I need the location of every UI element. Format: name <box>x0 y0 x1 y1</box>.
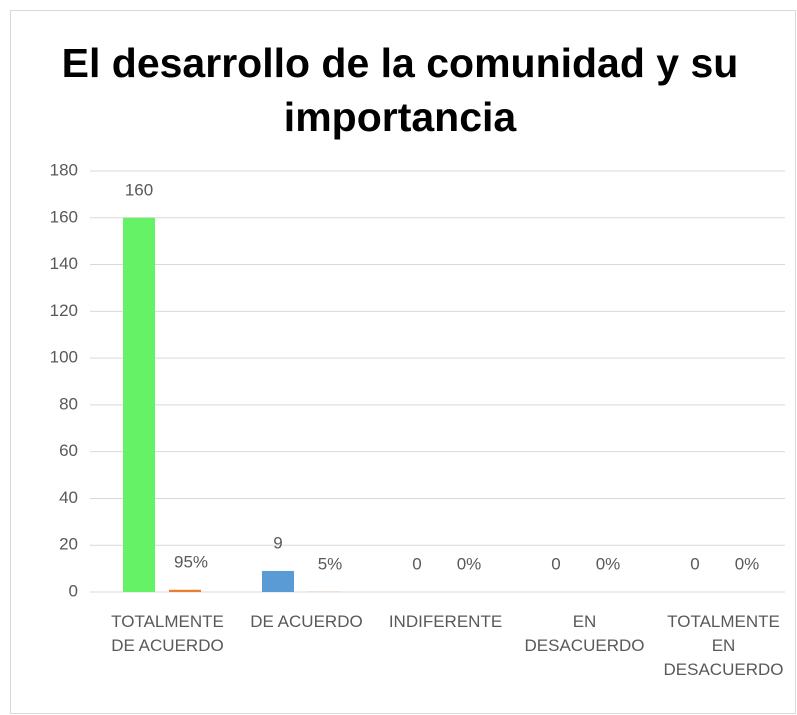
y-tick-label: 20 <box>59 535 78 554</box>
data-label: 9 <box>273 533 282 552</box>
y-tick-label: 100 <box>50 348 78 367</box>
x-tick-label: DE ACUERDO <box>250 612 363 631</box>
y-tick-label: 40 <box>59 488 78 507</box>
chart-frame <box>10 10 796 714</box>
y-tick-label: 0 <box>69 581 78 600</box>
data-label: 0% <box>735 554 760 573</box>
y-tick-label: 180 <box>50 160 78 179</box>
x-tick-label: TOTALMENTE DE ACUERDO <box>111 612 224 655</box>
data-label: 95% <box>174 552 208 571</box>
data-label: 0 <box>412 554 421 573</box>
y-tick-label: 140 <box>50 254 78 273</box>
data-label: 5% <box>318 554 343 573</box>
x-tick-label: EN DESACUERDO <box>524 612 645 655</box>
data-label: 0% <box>596 554 621 573</box>
y-tick-label: 120 <box>50 301 78 320</box>
data-label: 0 <box>690 554 699 573</box>
data-label: 0% <box>457 554 482 573</box>
bar <box>123 217 155 592</box>
y-tick-label: 160 <box>50 207 78 226</box>
bar <box>262 570 294 592</box>
y-tick-label: 60 <box>59 441 78 460</box>
x-tick-label: INDIFERENTE <box>388 612 503 631</box>
data-label: 0 <box>551 554 560 573</box>
data-label: 160 <box>125 180 153 199</box>
bar <box>169 589 201 592</box>
y-tick-label: 80 <box>59 394 78 413</box>
x-tick-label: TOTALMENTE EN DESACUERDO <box>663 612 784 679</box>
chart-title: El desarrollo de la comunidad y su impor… <box>61 40 739 140</box>
